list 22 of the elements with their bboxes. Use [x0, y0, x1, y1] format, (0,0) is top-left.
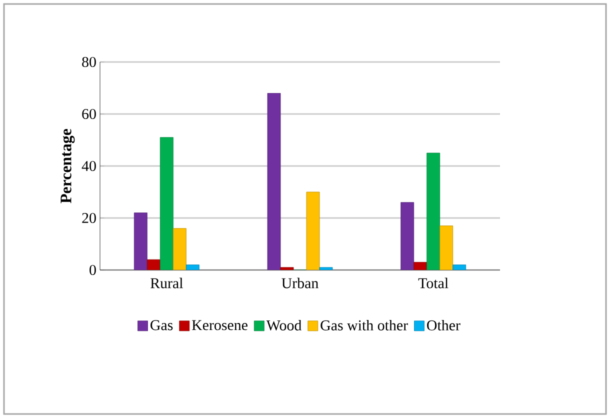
bar	[400, 202, 414, 270]
bar	[426, 152, 440, 270]
x-tick-label: Urban	[282, 278, 318, 288]
bar	[440, 226, 454, 270]
bar	[134, 212, 148, 270]
legend-label: Other	[427, 320, 460, 330]
legend-label: Gas	[150, 320, 173, 330]
y-tick-label: 60	[82, 108, 96, 120]
bar	[306, 192, 320, 270]
legend-label: Gas with other	[320, 320, 408, 330]
x-tick-label: Total	[418, 278, 448, 288]
y-tick-label: 0	[90, 264, 96, 276]
legend-label: Wood	[266, 320, 302, 331]
x-tick-label: Rural	[150, 278, 183, 288]
legend-label: Kerosene	[192, 320, 248, 330]
y-tick-label: 20	[82, 212, 96, 224]
bar	[172, 228, 186, 270]
bar	[160, 137, 174, 270]
y-tick-label: 80	[82, 56, 96, 68]
y-axis-title: Percentage	[60, 128, 75, 204]
bar	[267, 93, 281, 270]
y-tick-label: 40	[82, 160, 96, 172]
